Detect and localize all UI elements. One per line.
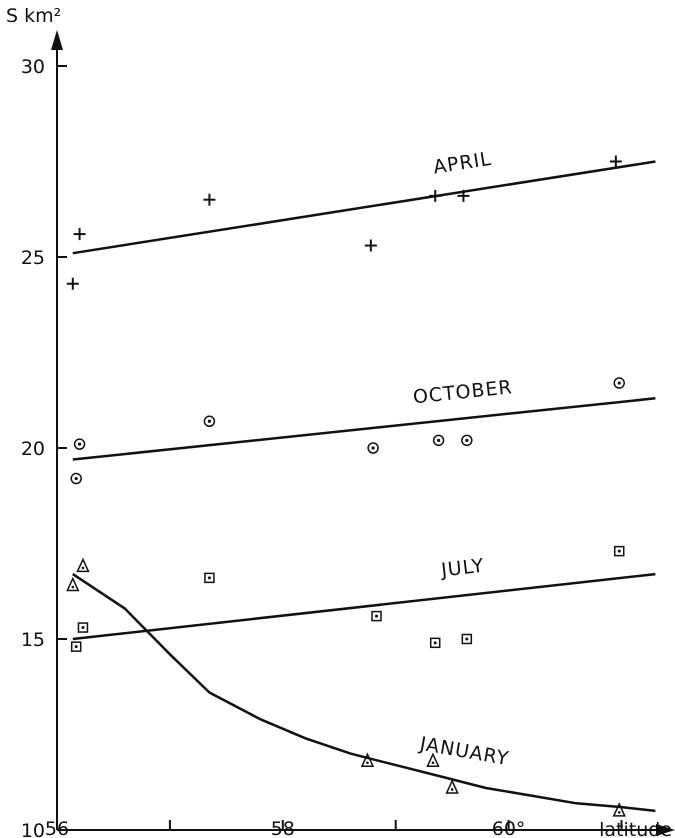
triangle-marker: [612, 802, 626, 817]
fit-line-july: [72, 572, 656, 641]
circle-marker: [432, 434, 445, 447]
series-label-october: OCTOBER: [412, 376, 514, 408]
square-marker: [371, 610, 382, 622]
series-label-april: APRIL: [432, 148, 494, 179]
square-marker: [70, 641, 82, 652]
series-label-july: JULY: [439, 555, 485, 582]
y-tick-label: 15: [21, 629, 45, 651]
y-axis-label: S km²: [6, 5, 61, 27]
square-marker: [461, 633, 473, 645]
fit-line-january: [72, 573, 656, 813]
triangle-marker: [76, 557, 90, 573]
plus-marker: [457, 189, 470, 202]
circle-marker: [367, 442, 379, 454]
plus-marker: [609, 155, 622, 168]
fit-line-april: [72, 160, 656, 255]
triangle-marker: [66, 576, 80, 592]
circle-marker: [70, 472, 82, 485]
circle-marker: [203, 415, 216, 428]
y-tick-label: 30: [21, 56, 45, 78]
data-markers: [66, 155, 626, 817]
chart-labels: 10 15 20 25 30 56 58 60° S km² latitude APRIL OCTOB…: [6, 5, 672, 838]
fit-line-october: [72, 397, 656, 461]
circle-marker: [461, 434, 473, 447]
y-tick-label: 25: [21, 247, 45, 269]
plus-marker: [203, 193, 216, 206]
x-tick-label: 60°: [492, 818, 526, 838]
square-marker: [613, 545, 625, 557]
plus-marker: [66, 277, 79, 290]
x-tick-label: 56: [45, 818, 69, 838]
x-axis-label: latitude: [599, 819, 672, 838]
square-marker: [77, 622, 89, 633]
circle-marker: [73, 438, 86, 450]
square-marker: [429, 637, 441, 649]
triangle-marker: [360, 752, 375, 767]
series-label-january: JANUARY: [417, 733, 510, 770]
x-axis-arrow: [656, 824, 675, 836]
triangle-marker: [426, 752, 440, 767]
fit-lines: [72, 160, 656, 813]
plus-marker: [429, 189, 442, 202]
circle-marker: [613, 377, 625, 389]
y-tick-label: 10: [21, 820, 45, 838]
x-tick-label: 58: [271, 818, 295, 838]
y-axis-arrow: [51, 30, 63, 50]
plus-marker: [364, 239, 377, 252]
plus-marker: [73, 228, 86, 241]
y-tick-label: 20: [21, 438, 45, 460]
triangle-marker: [445, 779, 459, 794]
axes: [51, 30, 675, 836]
square-marker: [204, 572, 215, 584]
